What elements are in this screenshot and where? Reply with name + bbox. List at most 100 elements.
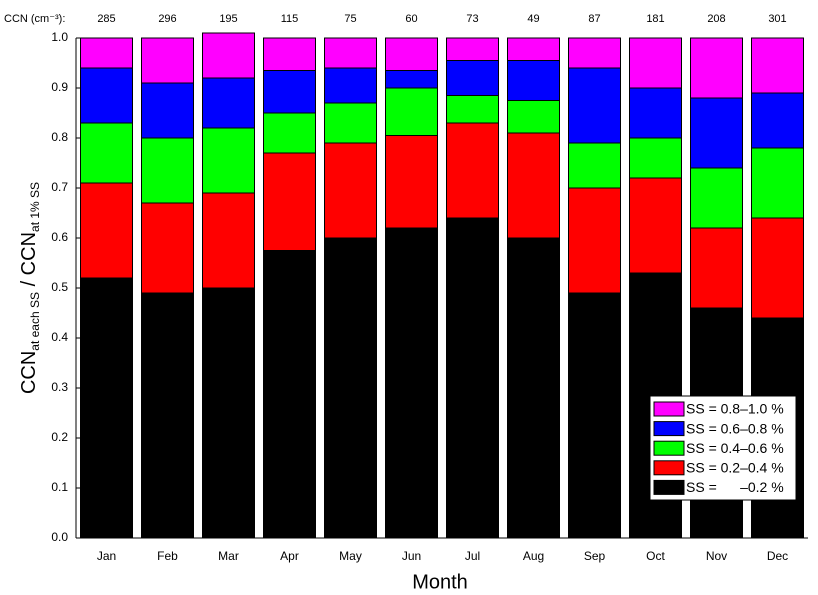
- x-tick-label: Nov: [706, 549, 727, 563]
- x-tick-label: Aug: [523, 549, 544, 563]
- bar-segment: [629, 87, 682, 139]
- bar-segment: [324, 237, 377, 539]
- legend-swatch: [653, 421, 685, 437]
- y-tick-label: 0.2: [51, 430, 68, 444]
- bar-segment: [263, 112, 316, 154]
- x-tick-label: Dec: [767, 549, 788, 563]
- bar-segment: [385, 135, 438, 229]
- y-label-part: CCN: [18, 351, 40, 394]
- bar-segment: [629, 37, 682, 89]
- bar-segment: [141, 82, 194, 139]
- legend-swatch: [653, 479, 685, 495]
- bar-segment: [507, 132, 560, 239]
- y-axis-label: CCNat each SS / CCNat 1% SS: [18, 182, 42, 394]
- y-tick-label: 0.3: [51, 380, 68, 394]
- top-value: 195: [219, 13, 237, 25]
- x-tick-label: Mar: [218, 549, 239, 563]
- y-tick-label: 0.6: [51, 230, 68, 244]
- bar-segment: [385, 87, 438, 136]
- bar-segment: [690, 227, 743, 309]
- y-label-sub: at 1% SS: [28, 182, 42, 232]
- bar-segment: [202, 127, 255, 194]
- bar-segment: [202, 32, 255, 79]
- bar-segment: [690, 97, 743, 169]
- y-tick-label: 0.0: [51, 530, 68, 544]
- bar-segment: [385, 70, 438, 89]
- bar-segment: [751, 217, 804, 319]
- top-value: 208: [707, 13, 725, 25]
- x-tick-label: Jun: [402, 549, 421, 563]
- x-tick-label: Apr: [280, 549, 299, 563]
- bar-segment: [629, 137, 682, 179]
- legend-label: SS = 0.4–0.6 %: [686, 440, 784, 456]
- bar-segment: [446, 60, 499, 96]
- x-axis-label: Month: [412, 571, 468, 593]
- x-tick-label: Oct: [646, 549, 665, 563]
- bar-segment: [80, 122, 133, 184]
- bar-segment: [80, 67, 133, 124]
- bar-segment: [263, 152, 316, 251]
- y-tick-label: 0.1: [51, 480, 68, 494]
- top-value: 296: [158, 13, 176, 25]
- top-value: 75: [344, 13, 356, 25]
- y-tick-label: 0.8: [51, 130, 68, 144]
- x-tick-label: Jan: [97, 549, 116, 563]
- bar-segment: [385, 37, 438, 71]
- y-tick-label: 0.9: [51, 80, 68, 94]
- bar-segment: [568, 142, 621, 189]
- bar-segment: [690, 167, 743, 229]
- bar-segment: [568, 187, 621, 294]
- y-tick-label: 1.0: [51, 30, 68, 44]
- bar-segment: [629, 177, 682, 274]
- bar-segment: [446, 95, 499, 124]
- top-value: 87: [588, 13, 600, 25]
- bar-segment: [568, 37, 621, 69]
- bar-segment: [263, 250, 316, 539]
- top-value: 181: [646, 13, 664, 25]
- x-tick-label: Jul: [465, 549, 480, 563]
- bar-segment: [507, 237, 560, 539]
- legend-label: SS = 0.8–1.0 %: [686, 401, 784, 417]
- legend-label: SS = –0.2 %: [686, 479, 784, 495]
- top-value: 285: [97, 13, 115, 25]
- bar-segment: [751, 37, 804, 94]
- bar-segment: [507, 60, 560, 101]
- bar-segment: [324, 102, 377, 144]
- legend-swatch: [653, 440, 685, 456]
- y-tick-label: 0.4: [51, 330, 68, 344]
- y-label-sub: at each SS: [28, 292, 42, 351]
- bar-segment: [80, 277, 133, 539]
- bar-segment: [141, 137, 194, 204]
- bar-segment: [202, 77, 255, 129]
- top-value: 49: [527, 13, 539, 25]
- bar-segment: [324, 142, 377, 239]
- top-value: 73: [466, 13, 478, 25]
- legend-label: SS = 0.2–0.4 %: [686, 460, 784, 476]
- top-row-label: CCN (cm⁻³):: [4, 13, 65, 25]
- bar-segment: [385, 227, 438, 539]
- y-tick-label: 0.5: [51, 280, 68, 294]
- top-value: 301: [768, 13, 786, 25]
- bar-segment: [263, 70, 316, 114]
- bar-segment: [263, 37, 316, 71]
- legend-swatch: [653, 401, 685, 417]
- bar-segment: [202, 287, 255, 539]
- bar-segment: [446, 122, 499, 219]
- top-value: 60: [405, 13, 417, 25]
- bar-segment: [568, 292, 621, 539]
- x-tick-label: Sep: [584, 549, 606, 563]
- bar-segment: [568, 67, 621, 144]
- bar-segment: [507, 37, 560, 61]
- bar-segment: [446, 37, 499, 61]
- bar-segment: [751, 92, 804, 149]
- bar-segment: [324, 37, 377, 69]
- bar-segment: [141, 202, 194, 294]
- legend-swatch: [653, 460, 685, 476]
- bar-segment: [141, 292, 194, 539]
- top-value: 115: [281, 13, 299, 25]
- y-label-part: / CCN: [18, 232, 40, 292]
- bar-segment: [690, 37, 743, 99]
- bar-segment: [751, 147, 804, 219]
- bar-segment: [80, 37, 133, 69]
